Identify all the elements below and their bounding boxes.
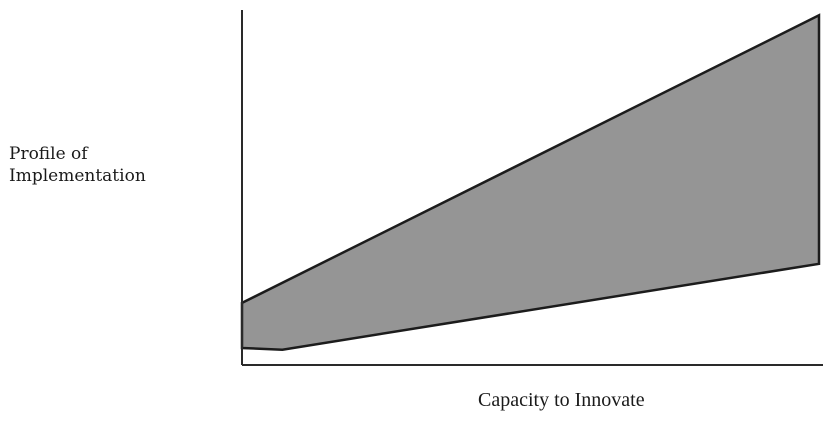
x-axis-label: Capacity to Innovate — [478, 389, 645, 411]
y-axis-label-line-2: Implementation — [9, 166, 146, 186]
y-axis-label-line-1: Profile of — [9, 144, 88, 164]
y-axis-label: Profile of Implementation — [9, 143, 146, 187]
band-layer — [240, 13, 821, 351]
shaded-band — [240, 13, 821, 351]
